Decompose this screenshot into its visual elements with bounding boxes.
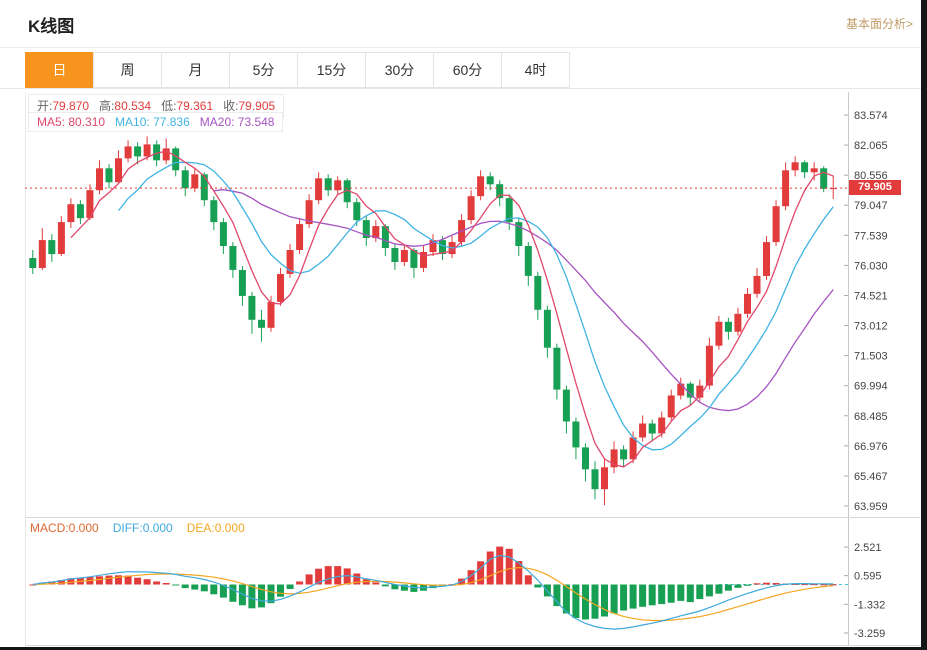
macd-lines — [32, 554, 834, 630]
ohlc-legend: 开:79.870 高:80.534 低:79.361 收:79.905 — [28, 94, 285, 117]
low-readout: 低:79.361 — [161, 97, 213, 114]
y-axis-label: 66.976 — [854, 441, 888, 453]
macd-axis-label: -3.259 — [854, 628, 885, 640]
current-price-tag: 79.905 — [849, 180, 901, 195]
tab-周[interactable]: 周 — [93, 52, 162, 88]
y-axis-label: 63.959 — [854, 501, 888, 513]
candles-layer — [29, 136, 837, 506]
diff-line — [32, 554, 834, 630]
tab-60分[interactable]: 60分 — [433, 52, 502, 88]
macd-y-axis: 2.521 0.595 -1.332 -3.259 — [844, 542, 885, 640]
ma-legend: MA5: 80.310 MA10: 77.836 MA20: 73.548 — [28, 112, 284, 132]
y-axis-label: 68.485 — [854, 411, 888, 423]
y-axis-label: 83.574 — [854, 110, 888, 122]
ma20-line — [213, 189, 834, 412]
high-label: 高: — [99, 99, 115, 113]
y-axis-label: 65.467 — [854, 471, 888, 483]
fundamental-analysis-link[interactable]: 基本面分析> — [845, 17, 913, 31]
tab-4时[interactable]: 4时 — [501, 52, 570, 88]
low-label: 低: — [161, 99, 177, 113]
ma5-line — [70, 150, 834, 468]
ma20-readout: MA20: 73.548 — [199, 115, 275, 129]
page-title: K线图 — [28, 17, 75, 36]
open-value: 79.870 — [52, 99, 90, 113]
tab-月[interactable]: 月 — [161, 52, 230, 88]
low-value: 79.361 — [176, 99, 214, 113]
dea-readout: DEA:0.000 — [186, 521, 245, 535]
tab-15分[interactable]: 15分 — [297, 52, 366, 88]
y-axis-label: 74.521 — [854, 290, 888, 302]
open-readout: 开:79.870 — [37, 97, 89, 114]
macd-axis-label: 2.521 — [854, 542, 882, 554]
macd-axis-label: 0.595 — [854, 571, 882, 583]
close-readout: 收:79.905 — [223, 97, 275, 114]
open-label: 开: — [37, 99, 53, 113]
y-axis-label: 76.030 — [854, 260, 888, 272]
macd-axis-label: -1.332 — [854, 599, 885, 611]
tab-5分[interactable]: 5分 — [229, 52, 298, 88]
macd-legend: MACD:0.000 DIFF:0.000 DEA:0.000 — [30, 521, 245, 535]
high-readout: 高:80.534 — [99, 97, 151, 114]
ma10-readout: MA10: 77.836 — [115, 115, 190, 129]
tabs-divider — [0, 88, 921, 89]
y-axis-label: 79.047 — [854, 200, 888, 212]
y-axis-label: 73.012 — [854, 321, 888, 333]
close-value: 79.905 — [238, 99, 276, 113]
main-y-axis: 83.574 82.065 80.556 79.047 77.539 76.030 74.5… — [844, 110, 888, 513]
diff-readout: DIFF:0.000 — [112, 521, 173, 535]
close-label: 收: — [223, 99, 239, 113]
ma-lines — [70, 150, 834, 468]
y-axis-label: 82.065 — [854, 140, 888, 152]
tab-日[interactable]: 日 — [25, 52, 94, 88]
y-axis-label: 80.556 — [854, 170, 888, 182]
y-axis-label: 77.539 — [854, 230, 888, 242]
y-axis-label: 69.994 — [854, 381, 888, 393]
ma5-readout: MA5: 80.310 — [37, 115, 106, 129]
header: K线图 基本面分析> — [0, 0, 921, 48]
ma10-line — [117, 161, 834, 451]
chart-frame — [25, 92, 920, 646]
macd-readout: MACD:0.000 — [30, 521, 99, 535]
dea-line — [32, 566, 834, 622]
high-value: 80.534 — [114, 99, 152, 113]
tab-30分[interactable]: 30分 — [365, 52, 434, 88]
y-axis-label: 71.503 — [854, 351, 888, 363]
timeframe-tabs: 日周月 5分 15分 30分 60分 4时 — [25, 52, 570, 88]
macd-bars — [29, 546, 837, 620]
